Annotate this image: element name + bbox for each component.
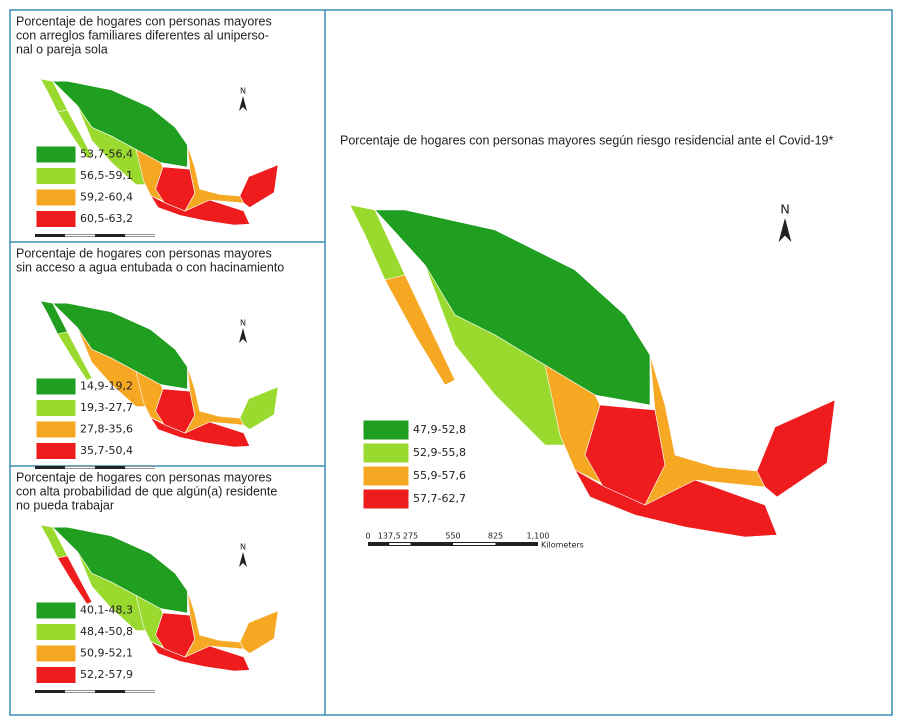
legend-swatch <box>35 210 77 228</box>
legend-swatch <box>35 442 77 460</box>
scale-bar <box>125 690 155 693</box>
legend-swatch <box>362 419 410 441</box>
north-arrow <box>239 552 247 567</box>
panel-title: con alta probabilidad de que algún(a) re… <box>16 484 277 498</box>
legend-label: 48,4-50,8 <box>80 625 133 638</box>
map-region <box>57 555 93 605</box>
legend-swatch <box>35 145 77 164</box>
scale-label: 275 <box>403 532 418 541</box>
map-region <box>149 640 251 672</box>
legend-label: 50,9-52,1 <box>80 647 133 660</box>
legend-swatch <box>35 399 77 417</box>
legend-label: 27,8-35,6 <box>80 423 133 436</box>
map-region <box>644 354 766 506</box>
panel-title: con arreglos familiares diferentes al un… <box>16 28 269 42</box>
legend-label: 53,7-56,4 <box>80 148 133 161</box>
legend-swatch <box>35 377 77 396</box>
north-label: N <box>240 87 246 96</box>
legend-swatch <box>35 167 77 185</box>
scale-label: 0 <box>365 532 370 541</box>
main-title: Porcentaje de hogares con personas mayor… <box>340 133 833 147</box>
panel-title: Porcentaje de hogares con personas mayor… <box>16 246 272 260</box>
north-label: N <box>240 319 246 328</box>
legend-label: 19,3-27,7 <box>80 401 133 414</box>
map-region <box>384 274 456 386</box>
legend-swatch <box>362 488 410 510</box>
north-arrow <box>778 218 792 242</box>
legend-label: 47,9-52,8 <box>413 423 466 436</box>
scale-label: 137,5 <box>378 532 401 541</box>
legend-label: 59,2-60,4 <box>80 191 133 204</box>
legend-label: 56,5-59,1 <box>80 169 133 182</box>
legend-swatch <box>362 442 410 464</box>
map-region <box>184 366 245 434</box>
scale-bar <box>389 543 411 545</box>
panel-title: nal o pareja sola <box>16 42 108 56</box>
map-region <box>756 399 836 498</box>
scale-label: 1,100 <box>527 532 550 541</box>
north-label: N <box>780 203 790 218</box>
scale-label: 550 <box>445 532 460 541</box>
map-region <box>57 331 93 381</box>
map-region <box>239 610 279 654</box>
map-region <box>57 109 93 159</box>
legend-label: 52,9-55,8 <box>413 446 466 459</box>
map-region <box>239 164 279 208</box>
legend-label: 55,9-57,6 <box>413 469 466 482</box>
scale-bar <box>125 234 155 237</box>
scale-bar <box>125 466 155 469</box>
panel-title: no pueda trabajar <box>16 498 114 512</box>
legend-swatch <box>35 601 77 620</box>
scale-label: 825 <box>488 532 503 541</box>
map-region <box>149 416 251 448</box>
panel-title: sin acceso a agua entubada o con hacinam… <box>16 260 284 274</box>
legend-swatch <box>35 420 77 439</box>
legend-label: 52,2-57,9 <box>80 668 133 681</box>
legend-label: 40,1-48,3 <box>80 604 133 617</box>
north-label: N <box>240 543 246 552</box>
legend-swatch <box>35 623 77 641</box>
map-region <box>574 469 778 538</box>
legend-swatch <box>35 644 77 663</box>
legend-label: 35,7-50,4 <box>80 444 133 457</box>
panel-title: Porcentaje de hogares con personas mayor… <box>16 470 272 484</box>
scale-bar <box>453 543 496 545</box>
north-arrow <box>239 96 247 111</box>
legend-swatch <box>35 188 77 207</box>
legend-label: 57,7-62,7 <box>413 492 466 505</box>
legend-swatch <box>35 666 77 684</box>
scale-bar <box>65 466 95 469</box>
map-region <box>184 144 245 212</box>
panel-title: Porcentaje de hogares con personas mayor… <box>16 14 272 28</box>
north-arrow <box>239 328 247 343</box>
map-region <box>149 194 251 226</box>
legend-label: 14,9-19,2 <box>80 380 133 393</box>
frame <box>9 9 893 716</box>
scale-bar <box>65 234 95 237</box>
map-region <box>239 386 279 430</box>
scale-unit: Kilometers <box>541 541 584 550</box>
legend-label: 60,5-63,2 <box>80 212 133 225</box>
legend-swatch <box>362 465 410 487</box>
scale-bar <box>65 690 95 693</box>
map-region <box>184 590 245 658</box>
